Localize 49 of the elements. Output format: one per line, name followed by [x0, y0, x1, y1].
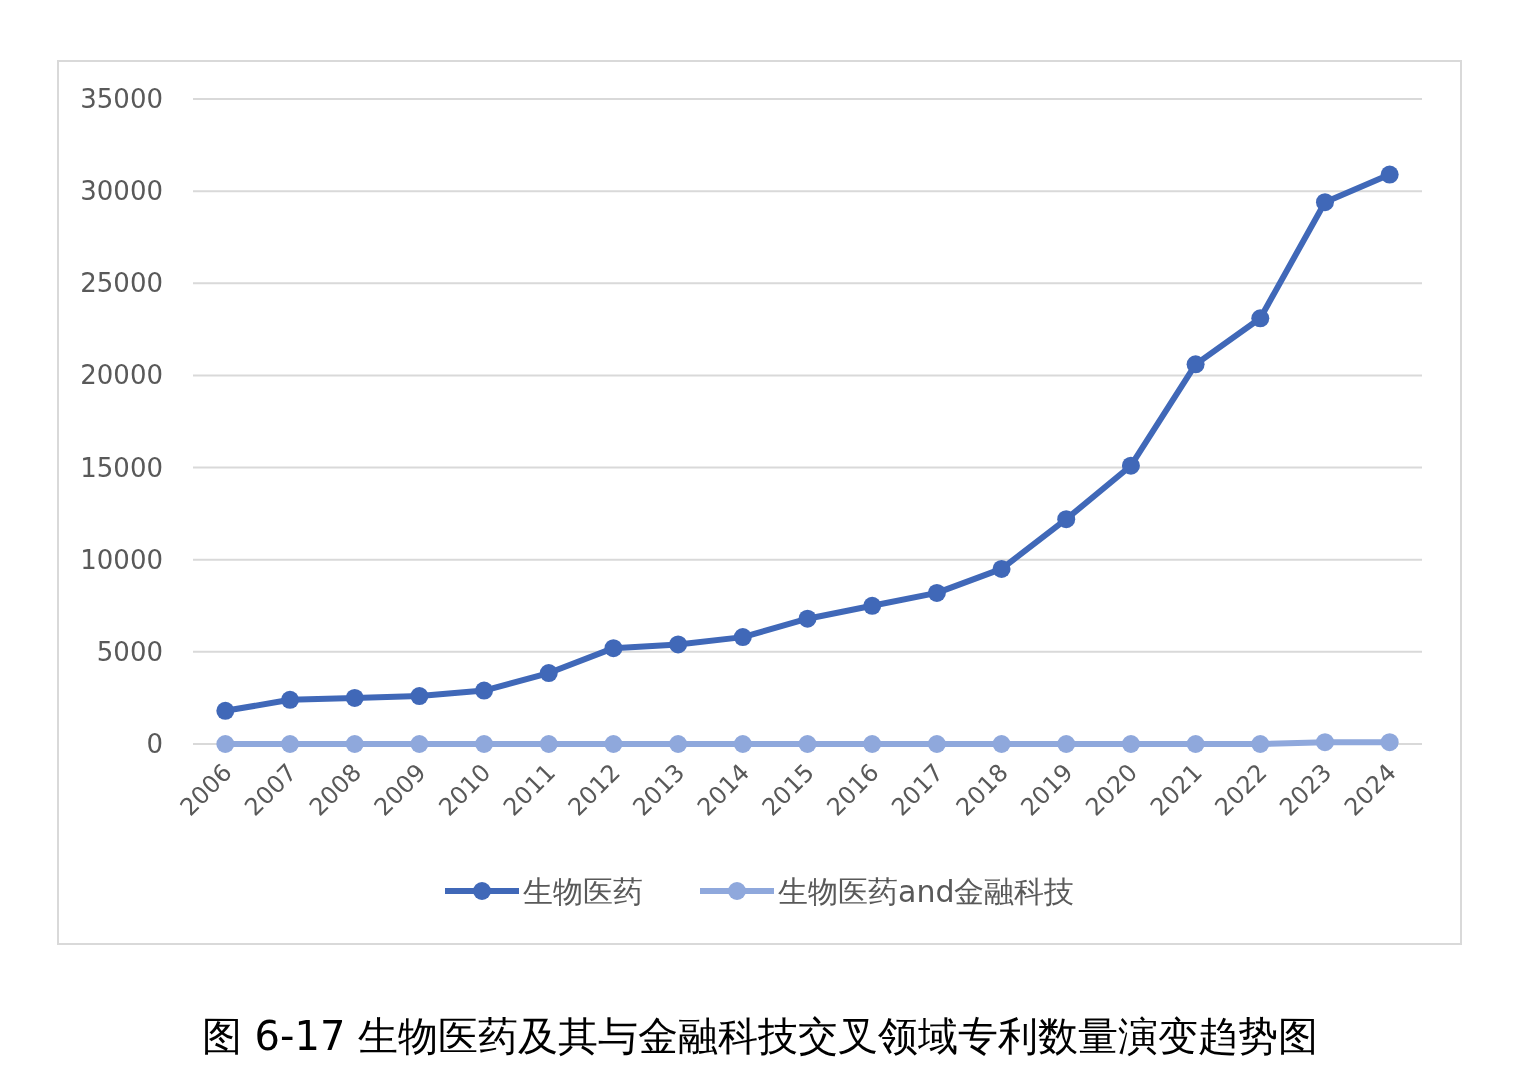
y-tick-label: 20000	[80, 360, 163, 391]
point	[1121, 456, 1140, 475]
point	[539, 664, 558, 683]
point	[992, 735, 1011, 753]
point	[798, 735, 817, 753]
point	[927, 735, 946, 753]
y-tick-label: 0	[146, 729, 163, 759]
point	[475, 735, 494, 753]
point	[669, 735, 688, 753]
y-tick-label: 25000	[80, 268, 163, 299]
point	[992, 559, 1011, 578]
point	[863, 596, 882, 615]
point	[1121, 735, 1140, 753]
point	[604, 735, 623, 753]
point	[669, 635, 688, 654]
text: 图 6-17 生物医药及其与金融科技交叉领域专利数量演变趋势图	[201, 1013, 1319, 1059]
point	[1057, 510, 1076, 529]
point	[1315, 733, 1334, 752]
y-tick-label: 5000	[96, 636, 163, 667]
point	[345, 735, 364, 753]
point	[410, 735, 429, 753]
point	[216, 735, 235, 753]
point	[281, 690, 300, 709]
y-tick-label: 30000	[80, 176, 163, 207]
point	[604, 639, 623, 658]
point	[1251, 309, 1270, 328]
point	[1251, 735, 1270, 753]
point	[1186, 355, 1205, 374]
point	[410, 687, 429, 706]
point	[475, 681, 494, 700]
y-tick-label: 15000	[80, 452, 163, 483]
legend-label: 生物医药and金融科技	[778, 874, 1075, 909]
point	[1380, 733, 1399, 752]
point	[733, 735, 752, 753]
point	[733, 628, 752, 647]
point	[216, 701, 235, 720]
legend-label: 生物医药	[523, 874, 643, 909]
point	[539, 735, 558, 753]
point	[345, 688, 364, 707]
point	[1057, 735, 1076, 753]
y-tick-label: 10000	[80, 544, 163, 575]
point	[1380, 165, 1399, 184]
y-tick-label: 35000	[80, 84, 163, 114]
point	[927, 583, 946, 602]
point	[281, 735, 300, 753]
point	[1186, 735, 1205, 753]
point	[1315, 193, 1334, 212]
point	[863, 735, 882, 753]
point	[798, 609, 817, 628]
